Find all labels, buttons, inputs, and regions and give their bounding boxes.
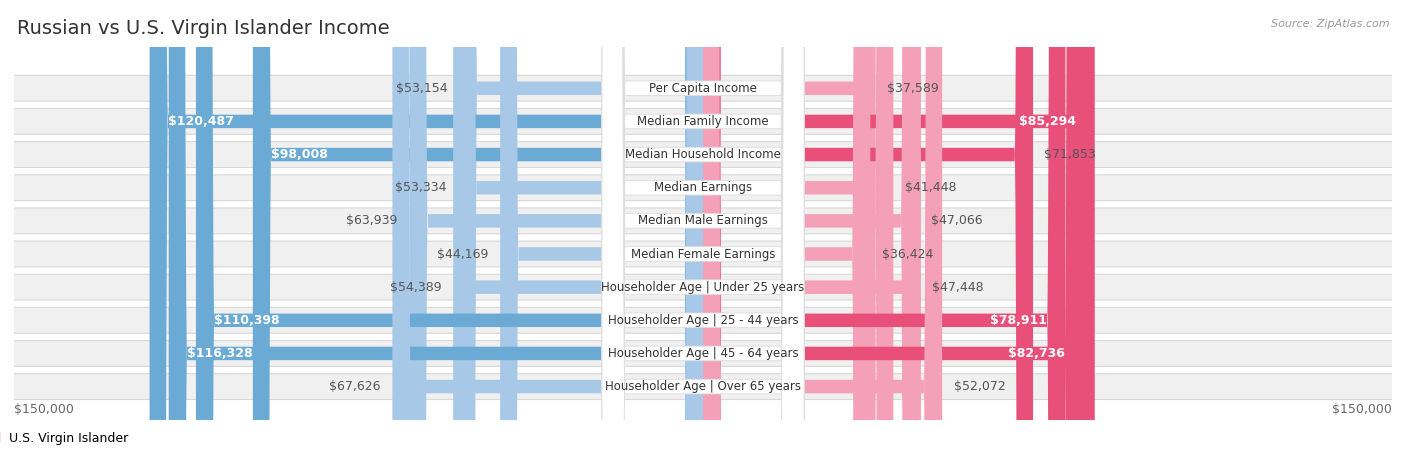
FancyBboxPatch shape xyxy=(703,0,942,467)
Legend: Russian, U.S. Virgin Islander: Russian, U.S. Virgin Islander xyxy=(0,426,132,450)
FancyBboxPatch shape xyxy=(602,0,804,467)
Text: $44,169: $44,169 xyxy=(437,248,489,261)
FancyBboxPatch shape xyxy=(195,0,703,467)
Text: $116,328: $116,328 xyxy=(187,347,253,360)
Text: Median Family Income: Median Family Income xyxy=(637,115,769,128)
Text: $82,736: $82,736 xyxy=(1008,347,1064,360)
Text: $53,334: $53,334 xyxy=(395,181,447,194)
FancyBboxPatch shape xyxy=(602,0,804,467)
Text: $47,066: $47,066 xyxy=(931,214,983,227)
Text: $41,448: $41,448 xyxy=(905,181,956,194)
Text: Per Capita Income: Per Capita Income xyxy=(650,82,756,95)
Text: $47,448: $47,448 xyxy=(932,281,984,294)
Text: $54,389: $54,389 xyxy=(389,281,441,294)
FancyBboxPatch shape xyxy=(602,0,804,467)
FancyBboxPatch shape xyxy=(458,0,703,467)
FancyBboxPatch shape xyxy=(602,0,804,467)
Text: Householder Age | 45 - 64 years: Householder Age | 45 - 64 years xyxy=(607,347,799,360)
Text: $53,154: $53,154 xyxy=(395,82,447,95)
FancyBboxPatch shape xyxy=(703,0,893,467)
Text: Householder Age | Under 25 years: Householder Age | Under 25 years xyxy=(602,281,804,294)
FancyBboxPatch shape xyxy=(703,0,1066,467)
Text: Householder Age | Over 65 years: Householder Age | Over 65 years xyxy=(605,380,801,393)
FancyBboxPatch shape xyxy=(602,0,804,467)
Text: Median Female Earnings: Median Female Earnings xyxy=(631,248,775,261)
FancyBboxPatch shape xyxy=(602,0,804,467)
FancyBboxPatch shape xyxy=(602,0,804,467)
Text: Householder Age | 25 - 44 years: Householder Age | 25 - 44 years xyxy=(607,314,799,327)
Text: $85,294: $85,294 xyxy=(1019,115,1077,128)
FancyBboxPatch shape xyxy=(501,0,703,467)
Text: $63,939: $63,939 xyxy=(346,214,398,227)
Text: Median Household Income: Median Household Income xyxy=(626,148,780,161)
Text: Russian vs U.S. Virgin Islander Income: Russian vs U.S. Virgin Islander Income xyxy=(17,19,389,38)
FancyBboxPatch shape xyxy=(703,0,1095,467)
Text: $120,487: $120,487 xyxy=(167,115,233,128)
Text: Median Earnings: Median Earnings xyxy=(654,181,752,194)
Text: Median Male Earnings: Median Male Earnings xyxy=(638,214,768,227)
FancyBboxPatch shape xyxy=(703,0,876,467)
Text: $71,853: $71,853 xyxy=(1045,148,1097,161)
Text: $36,424: $36,424 xyxy=(882,248,934,261)
FancyBboxPatch shape xyxy=(602,0,804,467)
Text: $150,000: $150,000 xyxy=(1331,403,1392,416)
Text: $37,589: $37,589 xyxy=(887,82,939,95)
FancyBboxPatch shape xyxy=(703,0,870,467)
FancyBboxPatch shape xyxy=(703,0,921,467)
FancyBboxPatch shape xyxy=(703,0,1083,467)
FancyBboxPatch shape xyxy=(703,0,920,467)
FancyBboxPatch shape xyxy=(253,0,703,467)
Text: $98,008: $98,008 xyxy=(271,148,328,161)
FancyBboxPatch shape xyxy=(149,0,703,467)
Text: $52,072: $52,072 xyxy=(953,380,1005,393)
FancyBboxPatch shape xyxy=(409,0,703,467)
FancyBboxPatch shape xyxy=(392,0,703,467)
Text: Source: ZipAtlas.com: Source: ZipAtlas.com xyxy=(1271,19,1389,28)
FancyBboxPatch shape xyxy=(169,0,703,467)
FancyBboxPatch shape xyxy=(602,0,804,467)
Text: $78,911: $78,911 xyxy=(990,314,1047,327)
Text: $67,626: $67,626 xyxy=(329,380,381,393)
FancyBboxPatch shape xyxy=(703,0,1033,467)
FancyBboxPatch shape xyxy=(602,0,804,467)
Text: $110,398: $110,398 xyxy=(214,314,280,327)
FancyBboxPatch shape xyxy=(458,0,703,467)
FancyBboxPatch shape xyxy=(453,0,703,467)
Text: $150,000: $150,000 xyxy=(14,403,75,416)
